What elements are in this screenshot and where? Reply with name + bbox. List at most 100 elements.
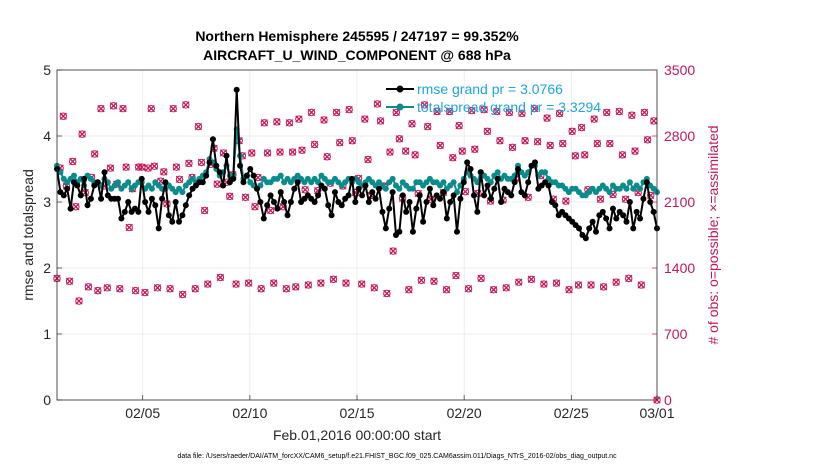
chart-title-line2: AIRCRAFT_U_WIND_COMPONENT @ 688 hPa bbox=[203, 47, 511, 63]
rmse-point bbox=[372, 195, 379, 202]
obs-possible-point bbox=[628, 111, 636, 119]
obs-possible-point bbox=[527, 275, 536, 284]
rmse-point bbox=[498, 199, 505, 205]
obs-assimilated-point bbox=[138, 163, 146, 171]
obs-possible-point bbox=[643, 136, 652, 144]
rmse-point bbox=[243, 172, 250, 179]
rmse-point bbox=[379, 208, 386, 215]
obs-possible-point bbox=[320, 116, 328, 124]
rmse-point bbox=[352, 199, 359, 205]
rmse-point bbox=[626, 199, 633, 205]
obs-possible-point bbox=[467, 106, 476, 115]
rmse-point bbox=[142, 199, 149, 205]
obs-possible-point bbox=[216, 273, 225, 282]
obs-assimilated-point bbox=[332, 108, 341, 117]
rmse-point bbox=[494, 175, 501, 182]
obs-possible-point bbox=[493, 107, 501, 116]
obs-possible-point bbox=[540, 280, 548, 288]
obs-possible-point bbox=[615, 107, 624, 116]
obs-assimilated-point bbox=[593, 139, 601, 148]
rmse-point bbox=[552, 202, 559, 209]
obs-possible-point bbox=[574, 281, 583, 289]
obs-possible-point bbox=[376, 117, 385, 125]
obs-possible-point bbox=[383, 289, 391, 298]
obs-possible-point bbox=[270, 279, 278, 287]
obs-assimilated-point bbox=[116, 285, 124, 293]
obs-assimilated-point bbox=[106, 164, 115, 172]
rmse-point bbox=[426, 185, 433, 192]
rmse-point bbox=[169, 218, 176, 225]
obs-assimilated-point bbox=[464, 285, 473, 293]
obs-assimilated-point bbox=[78, 130, 86, 138]
rmse-point bbox=[511, 179, 518, 186]
rmse-point bbox=[247, 166, 254, 172]
rmse-point bbox=[396, 228, 403, 235]
obs-possible-point bbox=[109, 102, 118, 110]
rmse-point bbox=[416, 192, 423, 199]
obs-possible-point bbox=[612, 278, 620, 286]
obs-possible-point bbox=[577, 123, 586, 132]
rmse-point bbox=[125, 199, 132, 205]
legend-rmse-marker bbox=[396, 85, 404, 93]
obs-possible-point bbox=[298, 146, 306, 154]
rmse-point bbox=[325, 202, 332, 209]
rmse-point bbox=[589, 218, 596, 225]
obs-assimilated-point bbox=[468, 106, 476, 115]
obs-possible-point bbox=[480, 105, 488, 114]
obs-assimilated-point bbox=[109, 102, 118, 110]
obs-assimilated-point bbox=[452, 271, 460, 280]
line-series bbox=[54, 86, 660, 242]
obs-possible-point bbox=[373, 100, 382, 108]
obs-possible-point bbox=[65, 277, 74, 285]
obs-assimilated-point bbox=[248, 149, 256, 157]
rmse-point bbox=[87, 195, 94, 202]
obs-possible-point bbox=[370, 284, 378, 292]
rmse-point bbox=[321, 185, 328, 192]
obs-assimilated-point bbox=[213, 180, 221, 188]
obs-assimilated-point bbox=[342, 279, 350, 287]
rmse-point bbox=[440, 189, 447, 196]
rmse-point bbox=[148, 195, 155, 202]
totalspread-point bbox=[396, 185, 403, 192]
obs-possible-point bbox=[204, 280, 212, 288]
rmse-point bbox=[172, 199, 179, 205]
x-tick-label: 02/15 bbox=[339, 405, 374, 421]
obs-possible-point bbox=[257, 285, 265, 293]
obs-possible-point bbox=[260, 119, 269, 127]
obs-assimilated-point bbox=[496, 137, 504, 145]
rmse-point bbox=[586, 225, 593, 232]
obs-possible-point bbox=[166, 285, 174, 293]
obs-possible-point bbox=[445, 107, 454, 116]
obs-assimilated-point bbox=[555, 109, 564, 118]
obs-assimilated-point bbox=[160, 168, 168, 176]
obs-possible-point bbox=[285, 119, 294, 127]
left-y-tick-label: 1 bbox=[43, 326, 51, 342]
obs-assimilated-point bbox=[345, 105, 353, 114]
obs-possible-point bbox=[197, 158, 206, 167]
obs-possible-point bbox=[543, 114, 551, 122]
left-y-tick-label: 4 bbox=[43, 128, 51, 144]
obs-assimilated-point bbox=[590, 115, 598, 123]
obs-assimilated-point bbox=[125, 223, 133, 232]
rmse-point bbox=[179, 212, 186, 219]
rmse-point bbox=[423, 199, 430, 205]
obs-possible-point bbox=[232, 280, 240, 288]
obs-possible-point bbox=[345, 105, 353, 114]
obs-assimilated-point bbox=[131, 286, 140, 295]
obs-assimilated-point bbox=[543, 114, 551, 122]
rmse-point bbox=[199, 179, 206, 186]
rmse-point bbox=[311, 199, 318, 205]
rmse-point bbox=[481, 192, 488, 199]
rmse-point bbox=[603, 215, 610, 222]
rmse-point bbox=[470, 192, 477, 199]
obs-possible-point bbox=[153, 284, 162, 292]
left-y-tick-label: 5 bbox=[43, 62, 51, 78]
obs-possible-point bbox=[288, 148, 297, 156]
obs-assimilated-point bbox=[587, 281, 595, 289]
obs-assimilated-point bbox=[540, 280, 548, 288]
obs-possible-point bbox=[555, 109, 564, 118]
obs-assimilated-point bbox=[596, 195, 605, 203]
obs-possible-point bbox=[122, 163, 130, 171]
obs-assimilated-point bbox=[395, 135, 404, 143]
obs-possible-point bbox=[603, 108, 611, 117]
